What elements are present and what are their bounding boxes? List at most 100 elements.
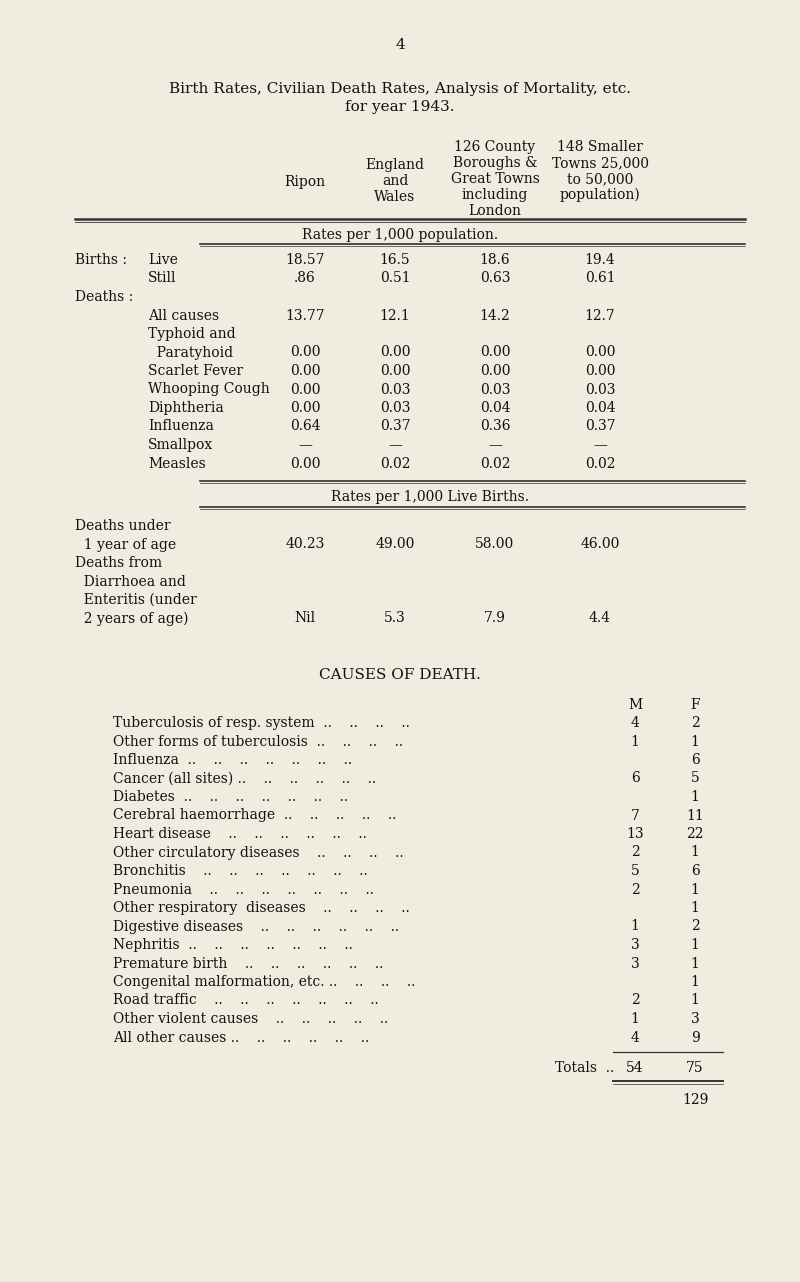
Text: 7: 7: [630, 809, 639, 823]
Text: 0.61: 0.61: [585, 272, 615, 286]
Text: Deaths from: Deaths from: [75, 556, 162, 570]
Text: 2: 2: [630, 882, 639, 896]
Text: 1: 1: [630, 919, 639, 933]
Text: Measles: Measles: [148, 456, 206, 470]
Text: 6: 6: [630, 772, 639, 786]
Text: 18.6: 18.6: [480, 253, 510, 267]
Text: 0.00: 0.00: [480, 364, 510, 378]
Text: Cancer (all sites) ..    ..    ..    ..    ..    ..: Cancer (all sites) .. .. .. .. .. ..: [113, 772, 376, 786]
Text: Live: Live: [148, 253, 178, 267]
Text: 0.00: 0.00: [290, 456, 320, 470]
Text: to 50,000: to 50,000: [567, 172, 633, 186]
Text: 12.7: 12.7: [585, 309, 615, 323]
Text: Other circulatory diseases    ..    ..    ..    ..: Other circulatory diseases .. .. .. ..: [113, 846, 404, 859]
Text: Other respiratory  diseases    ..    ..    ..    ..: Other respiratory diseases .. .. .. ..: [113, 901, 410, 915]
Text: 0.64: 0.64: [290, 419, 320, 433]
Text: 4: 4: [395, 38, 405, 53]
Text: Tuberculosis of resp. system  ..    ..    ..    ..: Tuberculosis of resp. system .. .. .. ..: [113, 717, 410, 729]
Text: Nil: Nil: [294, 612, 315, 626]
Text: 0.36: 0.36: [480, 419, 510, 433]
Text: 1: 1: [630, 1011, 639, 1026]
Text: Deaths under: Deaths under: [75, 519, 170, 533]
Text: 4: 4: [630, 1031, 639, 1045]
Text: 6: 6: [690, 753, 699, 767]
Text: 75: 75: [686, 1061, 704, 1076]
Text: 2: 2: [630, 846, 639, 859]
Text: .86: .86: [294, 272, 316, 286]
Text: Diabetes  ..    ..    ..    ..    ..    ..    ..: Diabetes .. .. .. .. .. .. ..: [113, 790, 348, 804]
Text: 0.00: 0.00: [480, 346, 510, 359]
Text: Scarlet Fever: Scarlet Fever: [148, 364, 243, 378]
Text: Rates per 1,000 Live Births.: Rates per 1,000 Live Births.: [331, 490, 529, 504]
Text: Heart disease    ..    ..    ..    ..    ..    ..: Heart disease .. .. .. .. .. ..: [113, 827, 367, 841]
Text: Wales: Wales: [374, 190, 416, 204]
Text: 46.00: 46.00: [580, 537, 620, 551]
Text: 13.77: 13.77: [285, 309, 325, 323]
Text: 4.4: 4.4: [589, 612, 611, 626]
Text: 0.03: 0.03: [480, 382, 510, 396]
Text: Other forms of tuberculosis  ..    ..    ..    ..: Other forms of tuberculosis .. .. .. ..: [113, 735, 403, 749]
Text: 1: 1: [690, 735, 699, 749]
Text: Ripon: Ripon: [285, 176, 326, 188]
Text: Influenza  ..    ..    ..    ..    ..    ..    ..: Influenza .. .. .. .. .. .. ..: [113, 753, 352, 767]
Text: 0.00: 0.00: [290, 401, 320, 415]
Text: Paratyhoid: Paratyhoid: [148, 346, 233, 359]
Text: including: including: [462, 188, 528, 203]
Text: 1: 1: [690, 976, 699, 988]
Text: Road traffic    ..    ..    ..    ..    ..    ..    ..: Road traffic .. .. .. .. .. .. ..: [113, 994, 378, 1008]
Text: 0.00: 0.00: [290, 382, 320, 396]
Text: Rates per 1,000 population.: Rates per 1,000 population.: [302, 228, 498, 242]
Text: All causes: All causes: [148, 309, 219, 323]
Text: 0.00: 0.00: [290, 346, 320, 359]
Text: All other causes ..    ..    ..    ..    ..    ..: All other causes .. .. .. .. .. ..: [113, 1031, 370, 1045]
Text: 9: 9: [690, 1031, 699, 1045]
Text: 0.51: 0.51: [380, 272, 410, 286]
Text: CAUSES OF DEATH.: CAUSES OF DEATH.: [319, 668, 481, 682]
Text: Digestive diseases    ..    ..    ..    ..    ..    ..: Digestive diseases .. .. .. .. .. ..: [113, 919, 399, 933]
Text: Enteritis (under: Enteritis (under: [75, 594, 197, 606]
Text: 1: 1: [690, 994, 699, 1008]
Text: England: England: [366, 158, 425, 172]
Text: 5.3: 5.3: [384, 612, 406, 626]
Text: 54: 54: [626, 1061, 644, 1076]
Text: 0.00: 0.00: [290, 364, 320, 378]
Text: 22: 22: [686, 827, 704, 841]
Text: 0.03: 0.03: [585, 382, 615, 396]
Text: 1 year of age: 1 year of age: [75, 537, 176, 551]
Text: M: M: [628, 697, 642, 712]
Text: —: —: [298, 438, 312, 453]
Text: 3: 3: [630, 956, 639, 970]
Text: 0.03: 0.03: [380, 382, 410, 396]
Text: 19.4: 19.4: [585, 253, 615, 267]
Text: 5: 5: [630, 864, 639, 878]
Text: Other violent causes    ..    ..    ..    ..    ..: Other violent causes .. .. .. .. ..: [113, 1011, 388, 1026]
Text: 0.37: 0.37: [380, 419, 410, 433]
Text: Boroughs &: Boroughs &: [453, 156, 538, 171]
Text: Totals  ..: Totals ..: [555, 1061, 614, 1076]
Text: Births :: Births :: [75, 253, 127, 267]
Text: F: F: [690, 697, 700, 712]
Text: Whooping Cough: Whooping Cough: [148, 382, 270, 396]
Text: 0.02: 0.02: [380, 456, 410, 470]
Text: Towns 25,000: Towns 25,000: [551, 156, 649, 171]
Text: population): population): [560, 188, 640, 203]
Text: Diarrhoea and: Diarrhoea and: [75, 574, 186, 588]
Text: 0.02: 0.02: [480, 456, 510, 470]
Text: Great Towns: Great Towns: [450, 172, 539, 186]
Text: 1: 1: [690, 882, 699, 896]
Text: 3: 3: [630, 938, 639, 953]
Text: 6: 6: [690, 864, 699, 878]
Text: 2 years of age): 2 years of age): [75, 612, 189, 626]
Text: 18.57: 18.57: [286, 253, 325, 267]
Text: 4: 4: [630, 717, 639, 729]
Text: 0.63: 0.63: [480, 272, 510, 286]
Text: 0.00: 0.00: [585, 346, 615, 359]
Text: 129: 129: [682, 1094, 708, 1106]
Text: 14.2: 14.2: [480, 309, 510, 323]
Text: 148 Smaller: 148 Smaller: [557, 140, 643, 154]
Text: 7.9: 7.9: [484, 612, 506, 626]
Text: 0.02: 0.02: [585, 456, 615, 470]
Text: Typhoid and: Typhoid and: [148, 327, 236, 341]
Text: Diphtheria: Diphtheria: [148, 401, 224, 415]
Text: 40.23: 40.23: [286, 537, 325, 551]
